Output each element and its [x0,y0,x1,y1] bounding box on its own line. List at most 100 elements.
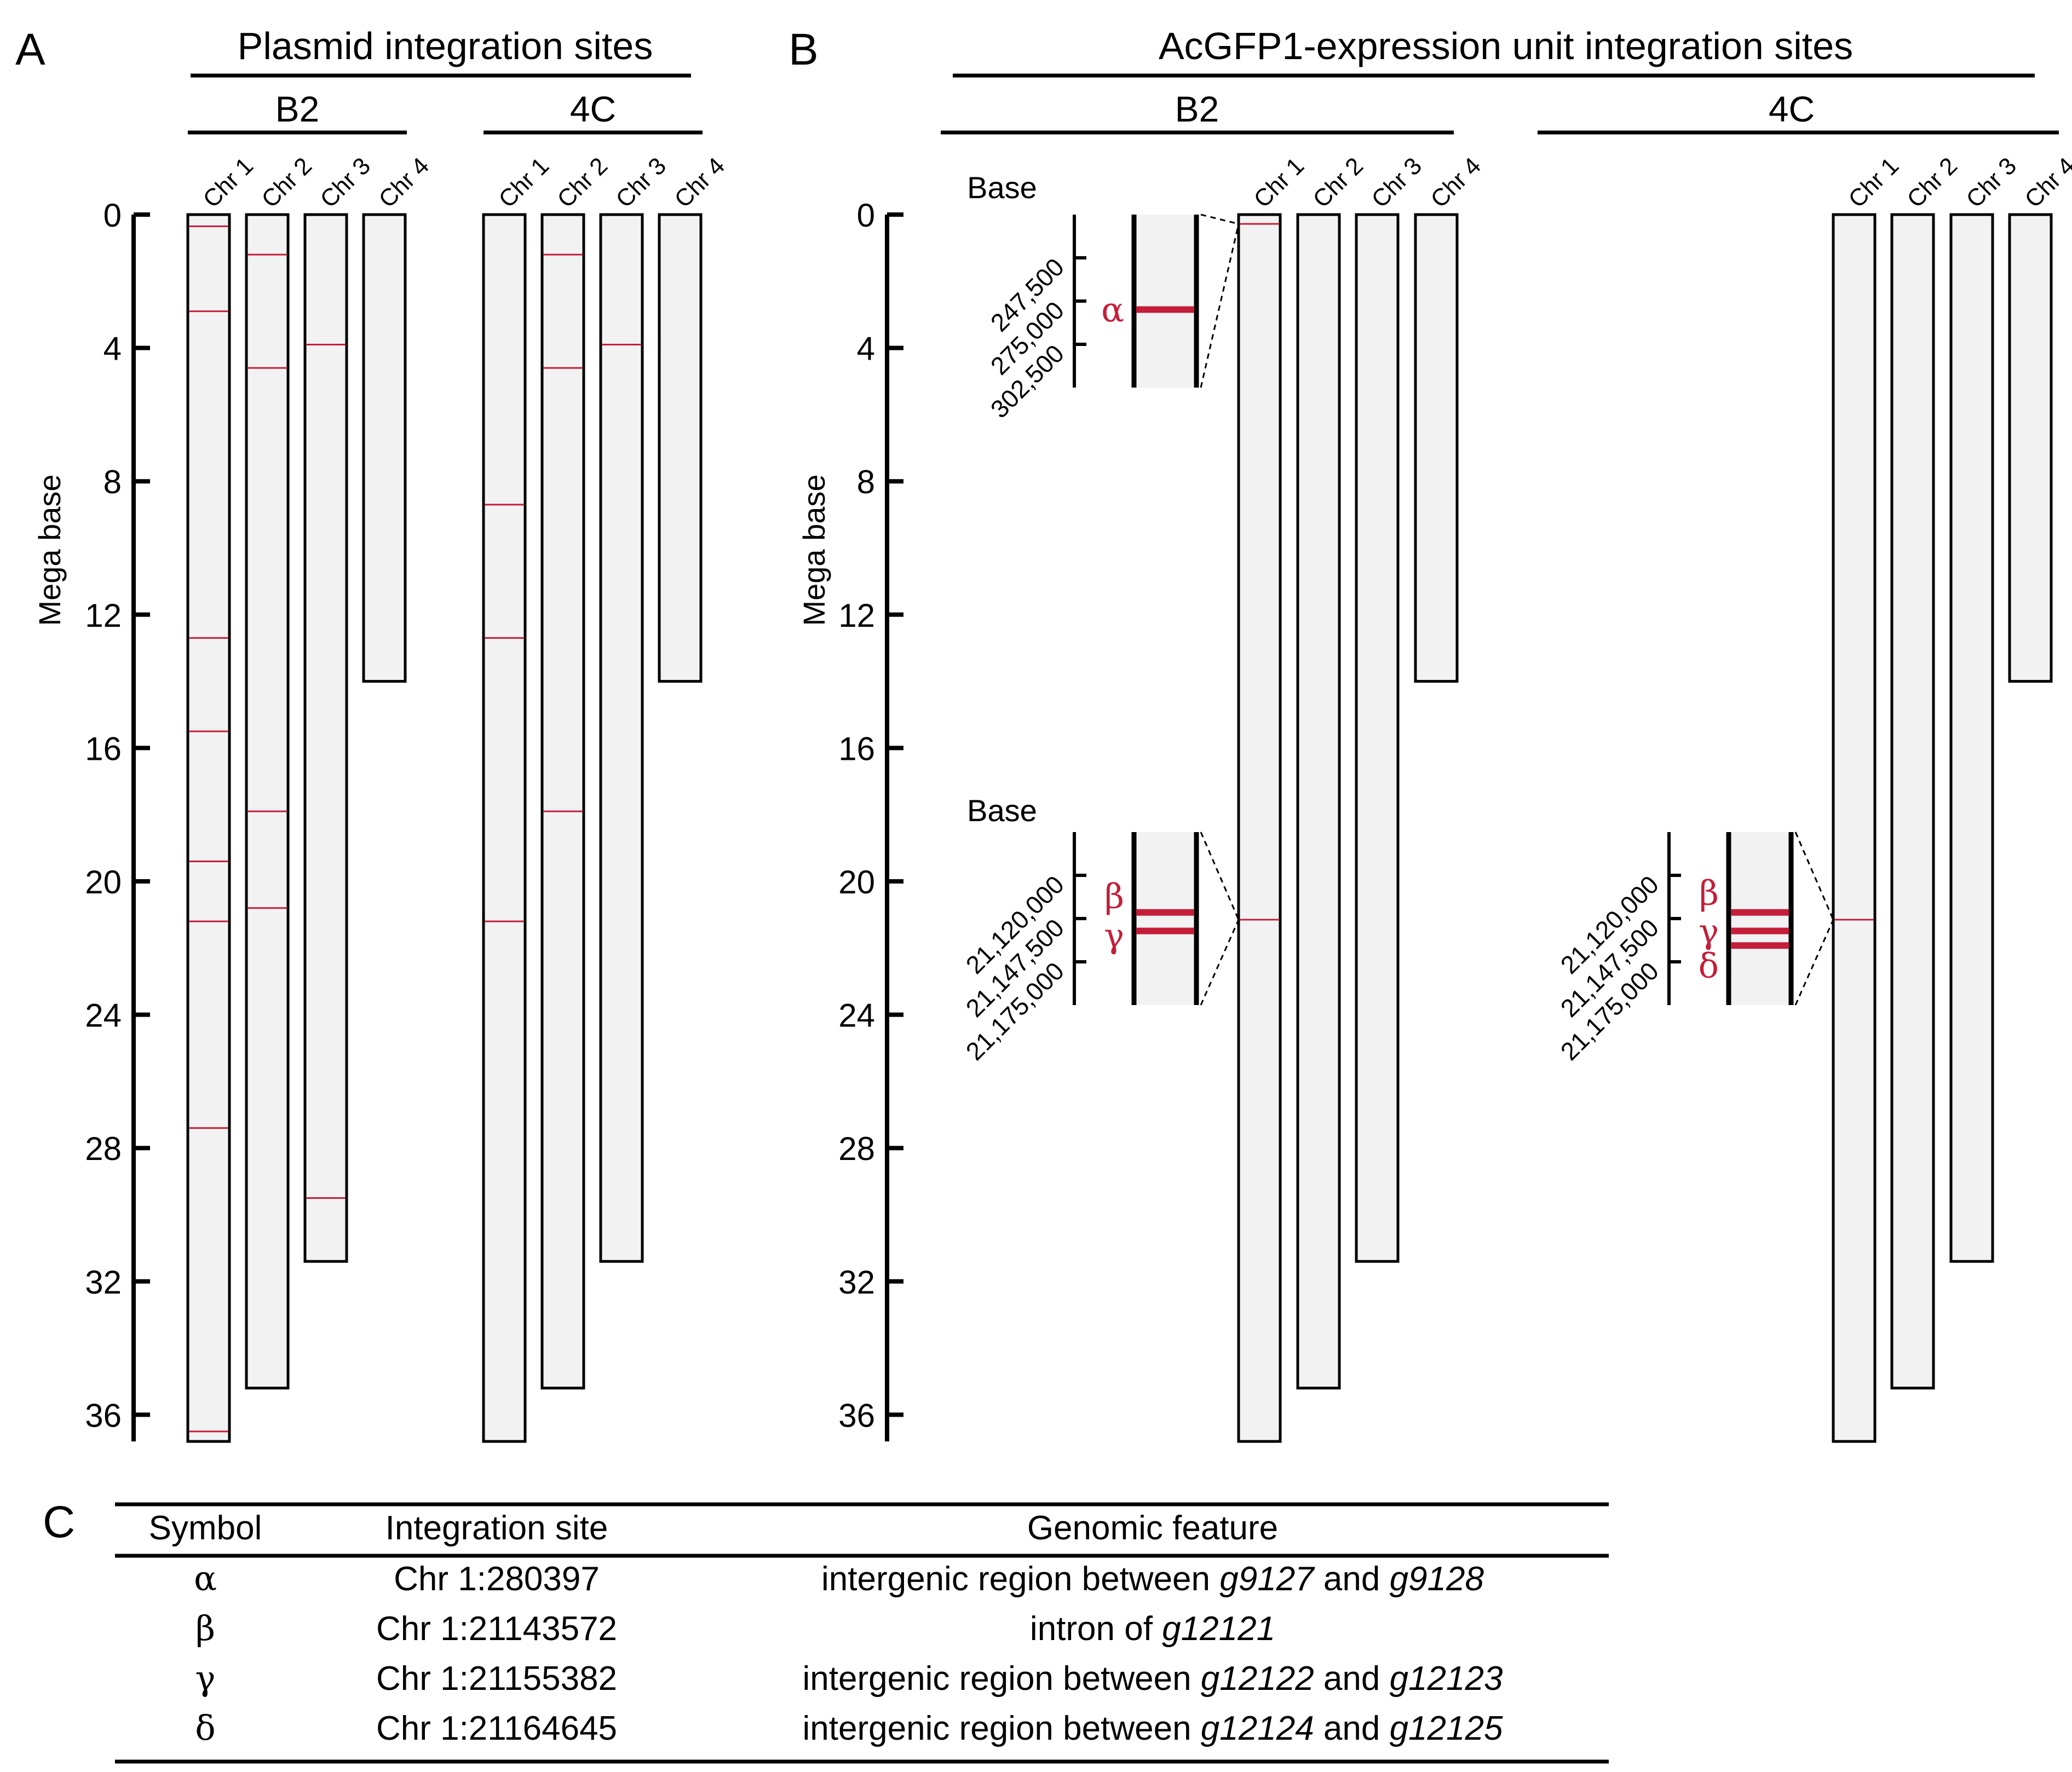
panel-a-group-4c-label: 4C [570,89,616,129]
zoom-base-title: Base [967,170,1037,205]
panel-a-y-tick-label: 4 [103,331,122,367]
zoom-connector-top [1200,213,1239,225]
panel-a-label: A [15,25,45,74]
panel-a-y-tick-label: 28 [85,1130,122,1167]
panel-a-axis-label: Mega base [32,474,67,626]
chromosome-label: Chr 4 [2019,152,2072,213]
chromosome-bar [303,213,348,1263]
chromosome-bar [1414,213,1459,683]
chromosome-bar [1949,213,1994,1263]
panel-b-y-axis: 0 4 8 12 16 20 24 28 32 36 [838,197,903,1442]
panel-b-axis-label: Mega base [797,474,831,626]
table-header-genomic-feature: Genomic feature [1027,1509,1278,1547]
panel-a-4c-chr4-ideogram: Chr 4 [658,152,730,683]
table-cell-symbol: γ [195,1658,215,1698]
chromosome-label: Chr 4 [1425,152,1486,213]
panel-a-y-tick-label: 24 [85,997,122,1034]
table-row: γ Chr 1:21155382 intergenic region between… [195,1658,1503,1698]
panel-b-y-tick-label: 20 [838,864,875,901]
zoom-connector-bottom [1794,919,1834,1006]
zoom-base-title: Base [967,793,1037,828]
chromosome-bar [1832,213,1877,1443]
chromosome-bar [2008,213,2053,683]
chromosome-bar [1237,213,1282,1443]
table-header-symbol: Symbol [149,1509,262,1547]
panel-b-title: AcGFP1-expression unit integration sites [1159,25,1853,67]
table-body: α Chr 1:280397 intergenic region between g… [194,1559,1503,1748]
zoom-site-symbol: β [1104,876,1124,916]
table-cell-integration-site: Chr 1:280397 [394,1560,600,1598]
panel-c-label: C [43,1497,75,1547]
chromosome-bar [658,213,703,683]
panel-a-y-tick-label: 0 [103,197,122,234]
panel-b-group-b2-label: B2 [1175,89,1219,129]
chromosome-label: Chr 2 [1902,152,1962,213]
chromosome-label: Chr 3 [315,152,376,213]
panel-b-b2-chr4-ideogram: Chr 4 [1414,152,1486,683]
table-cell-genomic-feature: intergenic region between g9127 and g912… [821,1560,1484,1598]
chromosome-bar [540,213,585,1390]
table-cell-integration-site: Chr 1:21143572 [376,1610,617,1648]
zoom-connector-top [1200,832,1240,920]
chromosome-bar [362,213,407,683]
chromosome-label: Chr 1 [1843,152,1904,213]
zoom-connector-bottom [1200,919,1240,1006]
panel-a-y-tick-label: 16 [85,730,122,767]
panel-b-y-tick-label: 12 [838,597,875,634]
panel-a-b2-chr4-ideogram: Chr 4 [362,152,434,683]
panel-b-y-tick-label: 16 [838,730,875,767]
table-row: δ Chr 1:21164645 intergenic region between… [195,1708,1503,1748]
panel-a-y-tick-label: 20 [85,864,122,901]
zoom-site-symbol: γ [1104,916,1124,956]
chromosome-label: Chr 3 [1961,152,2022,213]
panel-b-y-tick-label: 32 [838,1264,875,1301]
panel-a-y-tick-label: 12 [85,597,122,634]
chromosome-label: Chr 3 [1366,152,1427,213]
panel-b-y-tick-label: 0 [857,197,875,234]
chromosome-label: Chr 4 [669,152,730,213]
panel-b-4c-chr3-ideogram: Chr 3 [1949,152,2022,1263]
zoom-chromosome-segment [1729,832,1791,1005]
table-cell-symbol: β [195,1608,215,1648]
table-row: α Chr 1:280397 intergenic region between g… [194,1559,1484,1598]
zoom-site-symbol: α [1101,290,1124,330]
chromosome-label: Chr 1 [493,152,554,213]
zoom-chromosome-segment [1134,832,1196,1005]
chromosome-label: Chr 2 [256,152,317,213]
table-row: β Chr 1:21143572 intron of g12121 [195,1608,1275,1648]
panel-a-group-b2-label: B2 [275,89,320,129]
panel-b-y-tick-label: 24 [838,997,875,1034]
table-cell-genomic-feature: intron of g12121 [1030,1610,1275,1648]
panel-a-y-tick-label: 8 [103,464,122,500]
zoom-site-symbol: δ [1699,945,1719,985]
chromosome-bar [186,213,231,1443]
panel-b-group-4c-label: 4C [1769,89,1815,129]
chromosome-bar [1890,213,1935,1390]
panel-b-label: B [788,25,819,74]
chromosome-label: Chr 2 [1308,152,1368,213]
zoom-connector-top [1794,832,1834,920]
chromosome-label: Chr 3 [611,152,671,213]
table-cell-symbol: δ [195,1708,215,1748]
panel-b-y-tick-label: 4 [857,331,875,367]
chromosome-bar [245,213,290,1390]
panel-a: A Plasmid integration sites B2 4C Mega b… [15,25,730,1443]
zoom-chromosome-segment [1134,215,1196,388]
panel-b-y-tick-label: 36 [838,1397,875,1434]
panel-c-table: C Symbol Integration site Genomic featur… [43,1497,1609,1764]
table-cell-integration-site: Chr 1:21155382 [376,1660,617,1698]
table-cell-genomic-feature: intergenic region between g12122 and g12… [803,1660,1503,1698]
chromosome-bar [1355,213,1400,1263]
chromosome-label: Chr 2 [552,152,613,213]
chromosome-label: Chr 1 [198,152,258,213]
chromosome-bar [1296,213,1341,1390]
panel-b-b2-chr1-ideogram: Chr 1 [1237,152,1309,1443]
zoom-site-symbol: β [1699,873,1719,913]
panel-a-title: Plasmid integration sites [238,25,653,67]
zoom-base-title: Base [967,793,1037,828]
chromosome-bar [599,213,644,1263]
